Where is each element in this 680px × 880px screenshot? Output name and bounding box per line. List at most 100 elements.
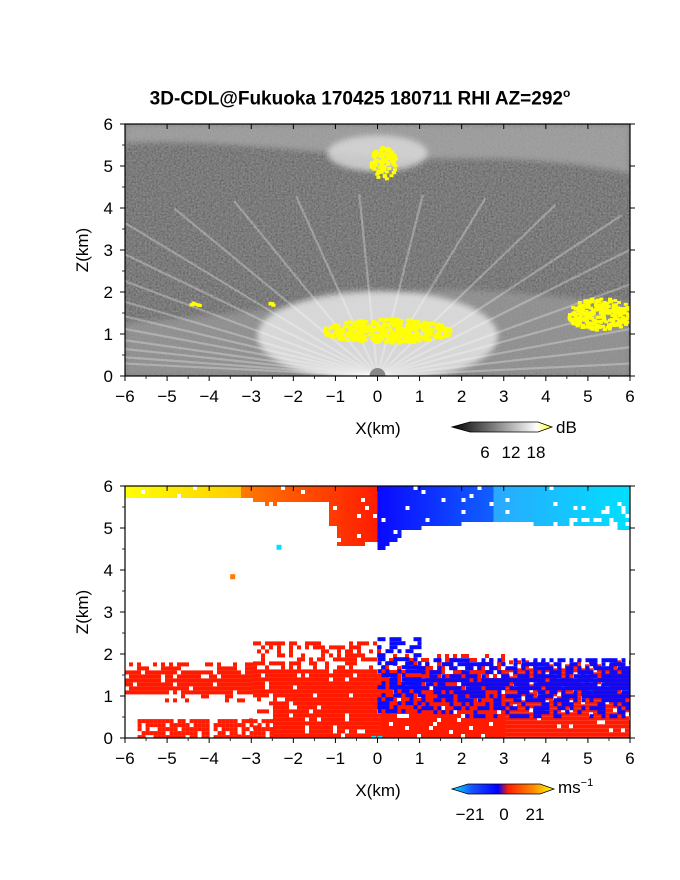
approaching-pixel	[485, 678, 490, 683]
receding-pixel	[353, 669, 357, 674]
receding-pixel	[225, 678, 229, 683]
approaching-pixel	[549, 694, 554, 699]
receding-pixel	[333, 681, 337, 686]
receding-pixel	[621, 720, 625, 725]
approaching-pixel	[393, 681, 398, 686]
receding-pixel	[437, 674, 441, 678]
approaching-pixel	[449, 518, 454, 522]
receding-pixel	[289, 661, 293, 666]
approaching-pixel	[425, 494, 430, 498]
y-tick-label: 0	[104, 367, 113, 386]
approaching-pixel	[557, 686, 562, 691]
receding-pixel	[337, 518, 341, 522]
approaching-pixel	[481, 678, 486, 683]
receding-pixel	[397, 718, 401, 722]
receding-pixel	[389, 730, 393, 734]
receding-pixel	[165, 670, 169, 675]
receding-pixel	[145, 723, 150, 728]
receding-pixel	[445, 722, 449, 726]
strong-echo-pixel	[441, 335, 445, 339]
approaching-pixel	[437, 510, 442, 514]
scan-beam	[125, 347, 378, 376]
receding-pixel	[325, 673, 329, 678]
receding-pixel	[153, 662, 157, 667]
receding-pixel	[337, 729, 341, 734]
approaching-pixel	[545, 486, 550, 490]
approaching-pixel	[405, 693, 410, 698]
receding-pixel	[365, 530, 369, 534]
receding-pixel	[345, 725, 349, 730]
approaching-pixel	[421, 502, 426, 506]
approaching-pixel	[597, 678, 602, 683]
receding-pixel	[289, 649, 293, 654]
approaching-pixel	[613, 678, 618, 683]
receding-pixel	[321, 709, 325, 714]
receding-pixel	[541, 732, 545, 737]
approaching-pixel	[457, 694, 462, 699]
receding-pixel	[221, 666, 225, 671]
approaching-pixel	[617, 490, 622, 494]
receding-pixel	[221, 674, 225, 679]
receding-pixel	[357, 677, 361, 682]
receding-pixel	[233, 486, 237, 490]
receding-pixel	[397, 678, 401, 682]
approaching-pixel	[397, 522, 402, 526]
approaching-pixel	[389, 685, 394, 690]
approaching-pixel	[481, 506, 486, 510]
approaching-pixel	[401, 506, 406, 510]
receding-pixel	[481, 710, 485, 714]
receding-pixel	[345, 542, 349, 546]
receding-pixel	[273, 733, 277, 738]
strong-echo-pixel	[332, 324, 337, 328]
receding-pixel	[453, 714, 457, 718]
receding-pixel	[361, 673, 365, 678]
receding-pixel	[257, 641, 261, 646]
receding-pixel	[201, 735, 206, 738]
strong-echo-pixel	[360, 321, 365, 325]
approaching-pixel	[613, 486, 618, 490]
strong-echo-pixel	[368, 327, 372, 331]
approaching-pixel	[425, 510, 430, 514]
receding-pixel	[509, 716, 513, 721]
approaching-pixel	[565, 694, 570, 699]
receding-pixel	[625, 720, 629, 725]
receding-pixel	[341, 705, 345, 710]
approaching-pixel	[393, 641, 398, 646]
approaching-pixel	[485, 670, 490, 675]
approaching-pixel	[433, 690, 438, 695]
receding-pixel	[317, 677, 321, 682]
approaching-pixel	[481, 502, 486, 506]
approaching-pixel	[493, 686, 498, 691]
approaching-pixel	[565, 510, 570, 514]
receding-pixel	[369, 510, 373, 514]
approaching-pixel	[545, 518, 550, 522]
approaching-pixel	[497, 498, 502, 502]
receding-pixel	[337, 681, 341, 686]
receding-pixel	[293, 693, 297, 698]
receding-pixel	[609, 700, 613, 705]
approaching-pixel	[389, 641, 394, 646]
receding-pixel	[385, 666, 389, 670]
receding-pixel	[181, 727, 186, 732]
approaching-pixel	[505, 674, 510, 679]
receding-pixel	[309, 701, 313, 706]
approaching-pixel	[441, 682, 446, 687]
receding-pixel	[149, 486, 153, 490]
receding-pixel	[153, 490, 157, 494]
receding-pixel	[385, 734, 389, 738]
receding-pixel	[525, 720, 529, 725]
approaching-pixel	[377, 506, 382, 510]
receding-pixel	[277, 689, 281, 694]
receding-pixel	[501, 734, 505, 738]
approaching-pixel	[381, 653, 386, 658]
receding-pixel	[229, 694, 233, 699]
receding-pixel	[313, 697, 317, 702]
receding-pixel	[301, 673, 305, 678]
receding-pixel	[305, 693, 309, 698]
approaching-pixel	[461, 506, 466, 510]
approaching-pixel	[437, 690, 442, 695]
receding-pixel	[517, 668, 521, 673]
approaching-pixel	[573, 494, 578, 498]
receding-pixel	[177, 678, 181, 683]
approaching-pixel	[533, 674, 538, 679]
